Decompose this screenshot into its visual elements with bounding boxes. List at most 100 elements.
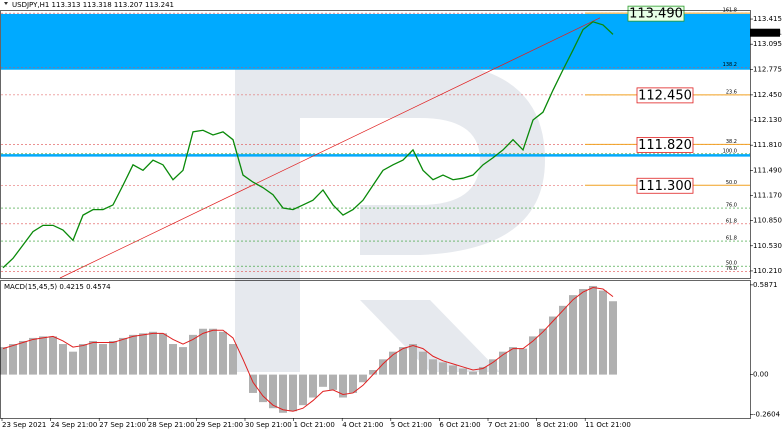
trend-line [59,17,601,279]
macd-bar [289,374,297,412]
macd-bar [89,340,97,375]
macd-bar [599,290,607,375]
fib-label: 76.0 [726,203,737,209]
y-tick-label: 111.490 [753,166,782,174]
macd-bar [349,374,357,393]
macd-bar [109,340,117,375]
macd-bar [279,374,287,413]
macd-bar [409,344,417,375]
price-frame [0,10,751,279]
y-tick-label: 112.130 [753,116,782,124]
target-box [636,87,694,104]
current-price-label: 113.241 [753,29,782,37]
menu-arrow [4,2,8,5]
x-tick-label: 29 Sep 21:00 [196,421,243,429]
macd-bar [119,337,127,375]
price-title: USDJPY,H1 113.313 113.318 113.207 113.24… [12,1,174,9]
macd-bar [579,289,587,375]
fib-label: 76.0 [726,266,737,272]
y-tick-label: 110.210 [753,267,782,275]
macd-bar [249,374,257,393]
target-label: 111.820 [638,138,692,153]
macd-bar [529,336,537,375]
fib-label: 100.0 [723,148,737,154]
y-tick-label: 110.530 [753,242,782,250]
x-tick-label: 28 Sep 21:00 [148,421,195,429]
macd-bar [549,316,557,375]
y-tick-label: 111.810 [753,141,782,149]
x-tick-label: 7 Oct 21:00 [488,421,529,429]
fib-label: 50.0 [726,180,737,186]
macd-bar [399,347,407,375]
fib-label: 38.2 [726,139,737,145]
macd-bar [139,333,147,375]
macd-bar [69,351,77,375]
target-box [627,5,685,22]
macd-bar [209,328,217,375]
macd-bar [609,301,617,375]
macd-bar [569,295,577,375]
x-tick-label: 6 Oct 21:00 [439,421,480,429]
x-tick-label: 8 Oct 21:00 [537,421,578,429]
macd-bar [359,374,367,383]
macd-bar [479,366,487,375]
x-tick-label: 27 Sep 21:00 [99,421,146,429]
macd-bar [19,340,27,375]
macd-bar [159,333,167,375]
macd-bar [429,359,437,375]
price-line [2,21,614,269]
y-tick-label: 112.450 [753,91,782,99]
macd-bar [449,365,457,375]
macd-bar [589,285,597,375]
macd-bar [9,344,17,375]
macd-bar [169,344,177,375]
macd-bar [459,368,467,375]
macd-frame [0,280,751,419]
macd-bar [309,374,317,398]
fib-label: 50.0 [726,261,737,267]
macd-bar [129,334,137,375]
x-tick-label: 11 Oct 21:00 [585,421,631,429]
target-box [636,177,694,194]
macd-bar [179,347,187,375]
target-label: 113.490 [629,7,683,22]
macd-bar [329,374,337,390]
macd-bar [149,331,157,375]
macd-bar [509,347,517,375]
plot: 161.8138.223.638.2100.050.076.061.861.85… [0,5,750,413]
macd-bar [499,351,507,375]
macd-bar [519,348,527,375]
watermark [235,62,545,372]
macd-bar [539,328,547,375]
resistance-zone [1,13,750,70]
macd-bar [379,359,387,375]
fib-label: 138.2 [723,62,737,68]
target-box [636,136,694,153]
signal-line [2,286,614,412]
macd-bar [99,344,107,375]
target-label: 112.450 [638,88,692,103]
macd-bar [39,336,47,375]
macd-bar [0,347,7,375]
macd-bar [259,374,267,403]
macd-bar [339,374,347,398]
macd-bar [439,362,447,375]
x-tick-label: 4 Oct 21:00 [342,421,383,429]
y-tick-label: 0.00 [753,371,769,379]
macd-bar [469,371,477,375]
y-tick-label: 113.095 [753,40,782,48]
macd-bar [389,351,397,375]
macd-bar [29,337,37,375]
macd-bar [229,344,237,375]
macd-bar [189,334,197,375]
macd-bar [269,374,277,409]
x-tick-label: 24 Sep 21:00 [51,421,98,429]
x-tick-label: 23 Sep 2021 [2,421,46,429]
macd-bar [299,374,307,406]
y-tick-label: 0.5871 [753,281,778,289]
y-tick-label: 113.415 [753,15,782,23]
macd-bar [49,336,57,375]
macd-bar [319,374,327,387]
target-label: 111.300 [638,179,692,194]
